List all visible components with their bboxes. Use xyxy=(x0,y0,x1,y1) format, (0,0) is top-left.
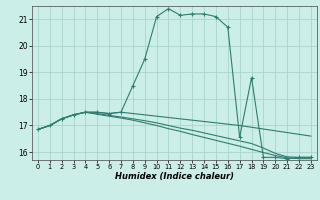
X-axis label: Humidex (Indice chaleur): Humidex (Indice chaleur) xyxy=(115,172,234,181)
